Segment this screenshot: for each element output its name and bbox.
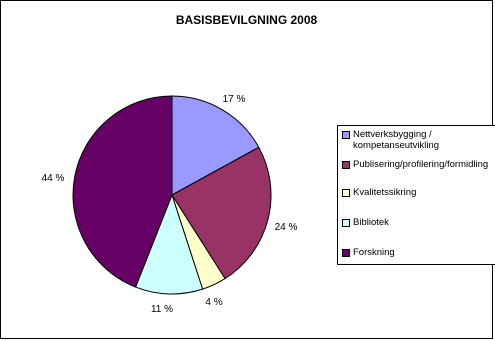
pie-slice-2: [171, 146, 272, 280]
slice-label-3: 4 %: [205, 297, 222, 308]
legend: Nettverksbygging / kompetanseutvikling Pu…: [337, 125, 495, 265]
legend-swatch-3: [342, 189, 350, 197]
slice-label-1: 17 %: [223, 94, 246, 105]
slice-label-5: 44 %: [42, 173, 65, 184]
legend-item-5: Forskning: [342, 247, 395, 258]
legend-swatch-4: [342, 219, 350, 227]
legend-swatch-2: [342, 161, 350, 169]
legend-swatch-1: [342, 131, 350, 139]
pie-slice-1: [171, 95, 260, 196]
legend-label-4: Bibliotek: [353, 217, 389, 228]
legend-item-4: Bibliotek: [342, 217, 389, 228]
slice-label-2: 24 %: [275, 222, 298, 233]
legend-label-1: Nettverksbygging / kompetanseutvikling: [353, 129, 440, 151]
chart-title: BASISBEVILGNING 2008: [175, 13, 318, 27]
legend-label-2: Publisering/profilering/formidling: [353, 159, 489, 170]
legend-swatch-5: [342, 249, 350, 257]
pie-slice-5: [72, 95, 173, 288]
legend-item-2: Publisering/profilering/formidling: [342, 159, 488, 170]
legend-item-3: Kvalitetssikring: [342, 187, 416, 198]
slice-label-4: 11 %: [151, 304, 173, 315]
legend-label-5: Forskning: [353, 247, 395, 258]
pie-slice-4: [134, 193, 204, 295]
legend-label-3: Kvalitetssikring: [353, 187, 417, 198]
legend-item-1: Nettverksbygging / kompetanseutvikling: [342, 129, 439, 151]
